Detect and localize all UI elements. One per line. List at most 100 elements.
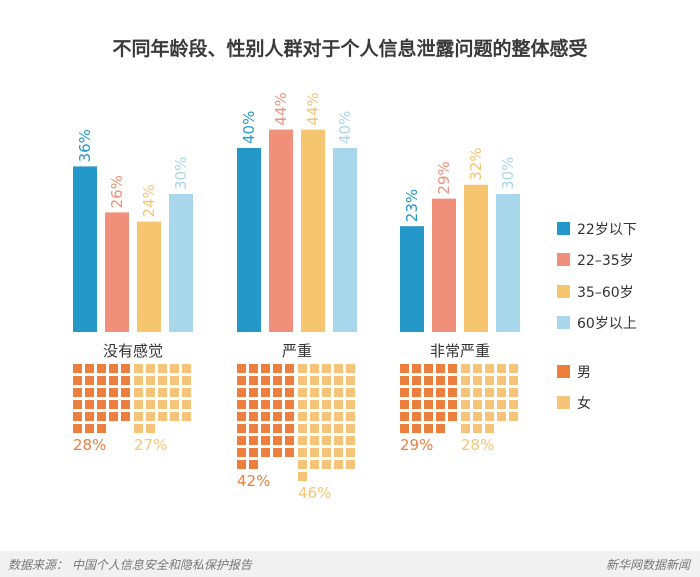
waffle-male-square <box>273 448 282 457</box>
waffle-male-square <box>285 388 294 397</box>
waffle-female-square <box>334 448 343 457</box>
waffle-male-square <box>121 364 130 373</box>
waffle-female-square <box>170 388 179 397</box>
waffle-male-square <box>73 412 82 421</box>
waffle-female-square <box>322 376 331 385</box>
waffle-female-square <box>461 364 470 373</box>
category-label: 非常严重 <box>430 342 490 360</box>
waffle-male-square <box>97 376 106 385</box>
waffle-male-square <box>249 436 258 445</box>
waffle-female-square <box>158 412 167 421</box>
bar-1-0 <box>237 148 261 332</box>
waffle-male-square <box>249 364 258 373</box>
waffle-female-square <box>473 388 482 397</box>
waffle-male-square <box>424 412 433 421</box>
waffle-female-square <box>334 400 343 409</box>
waffle-male-square <box>412 400 421 409</box>
waffle-male-square <box>424 364 433 373</box>
waffle-female-square <box>146 364 155 373</box>
waffle-female-square <box>509 364 518 373</box>
waffle-male-square <box>424 424 433 433</box>
waffle-male-square <box>285 412 294 421</box>
waffle-female-square <box>473 412 482 421</box>
waffle-male-square <box>285 376 294 385</box>
waffle-male-square <box>97 424 106 433</box>
waffle-male-square <box>85 388 94 397</box>
waffle-female-square <box>346 400 355 409</box>
waffle-male-square <box>273 412 282 421</box>
waffle-female-square <box>134 400 143 409</box>
bar-1-2 <box>301 129 325 332</box>
waffle-male-square <box>273 436 282 445</box>
waffle-female-square <box>298 388 307 397</box>
waffle-female-square <box>334 460 343 469</box>
waffle-female-square <box>134 412 143 421</box>
waffle-male-square <box>261 412 270 421</box>
waffle-female-square <box>310 376 319 385</box>
waffle-male-square <box>424 376 433 385</box>
waffle-female-square <box>146 388 155 397</box>
waffle-male-square <box>109 364 118 373</box>
waffle-female-square <box>134 388 143 397</box>
waffle-male-square <box>73 424 82 433</box>
bar-value-label: 24% <box>140 184 158 217</box>
waffle-male-square <box>237 436 246 445</box>
waffle-male-square <box>412 412 421 421</box>
waffle-female-square <box>298 436 307 445</box>
category-label: 严重 <box>282 342 312 360</box>
waffle-female-square <box>346 460 355 469</box>
bar-value-label: 44% <box>304 92 322 125</box>
waffle-male-square <box>448 400 457 409</box>
waffle-male-square <box>249 400 258 409</box>
waffle-female-square <box>473 364 482 373</box>
waffle-male-square <box>85 400 94 409</box>
bar-value-label: 40% <box>240 111 258 144</box>
waffle-male-square <box>249 376 258 385</box>
waffle-male-square <box>273 376 282 385</box>
waffle-male-square <box>400 376 409 385</box>
waffle-female-square <box>158 400 167 409</box>
waffle-female-square <box>322 436 331 445</box>
waffle-male-square <box>85 376 94 385</box>
waffle-female-square <box>334 412 343 421</box>
waffle-male-square <box>400 424 409 433</box>
waffle-female-square <box>485 424 494 433</box>
waffle-male-square <box>448 376 457 385</box>
legend-swatch-age <box>557 285 570 298</box>
waffle-female-square <box>346 376 355 385</box>
legend-label-age: 22–35岁 <box>577 253 634 269</box>
waffle-female-square <box>158 388 167 397</box>
waffle-female-square <box>473 376 482 385</box>
waffle-female-square <box>322 460 331 469</box>
waffle-female-square <box>334 424 343 433</box>
waffle-female-square <box>497 400 506 409</box>
waffle-female-square <box>182 364 191 373</box>
waffle-male-square <box>85 364 94 373</box>
waffle-male-square <box>237 388 246 397</box>
waffle-female-square <box>298 376 307 385</box>
waffle-male-square <box>85 424 94 433</box>
legend-label-gender: 女 <box>577 395 591 412</box>
waffle-female-square <box>310 460 319 469</box>
waffle-male-label: 42% <box>237 472 270 490</box>
waffle-male-square <box>436 376 445 385</box>
waffle-male-square <box>249 448 258 457</box>
waffle-male-square <box>285 424 294 433</box>
waffle-male-square <box>109 400 118 409</box>
waffle-female-square <box>461 376 470 385</box>
bar-value-label: 30% <box>499 157 517 190</box>
waffle-female-square <box>298 424 307 433</box>
waffle-male-square <box>121 412 130 421</box>
bar-1-3 <box>333 148 357 332</box>
waffle-female-square <box>485 364 494 373</box>
bar-2-1 <box>432 198 456 332</box>
waffle-female-square <box>485 376 494 385</box>
bar-value-label: 44% <box>272 92 290 125</box>
waffle-male-square <box>400 388 409 397</box>
waffle-male-square <box>436 364 445 373</box>
waffle-male-square <box>273 424 282 433</box>
bar-value-label: 30% <box>172 157 190 190</box>
legend-swatch-gender <box>557 396 570 409</box>
waffle-female-square <box>170 400 179 409</box>
waffle-female-square <box>346 412 355 421</box>
